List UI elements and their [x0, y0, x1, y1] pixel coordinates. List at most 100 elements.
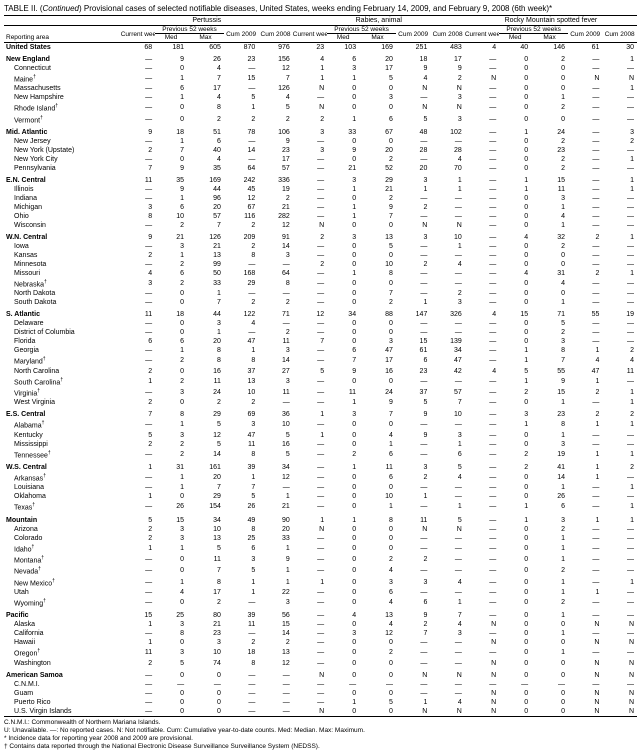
data-cell: 0 [327, 289, 359, 298]
data-cell: 0 [155, 554, 187, 565]
data-cell: 23 [258, 146, 292, 155]
data-cell: 7 [430, 398, 464, 407]
data-cell: 1 [499, 176, 531, 185]
data-cell: — [568, 647, 602, 658]
data-cell: 2 [224, 398, 258, 407]
data-cell: 9 [155, 164, 187, 173]
data-cell: 1 [531, 203, 568, 212]
data-cell: 4 [359, 565, 396, 576]
data-cell: — [224, 260, 258, 269]
data-cell: 71 [258, 310, 292, 319]
data-cell: 13 [359, 233, 396, 242]
data-cell: 1 [293, 577, 327, 588]
area-label: Tennessee† [4, 449, 121, 460]
data-cell: — [568, 64, 602, 73]
data-cell: 2 [121, 440, 155, 449]
data-cell: 126 [187, 233, 224, 242]
data-cell: 0 [499, 647, 531, 658]
table-row: Utah—417122—06———011— [4, 588, 637, 597]
data-cell: 1 [499, 346, 531, 355]
data-cell: 1 [602, 269, 637, 278]
data-cell: N [430, 221, 464, 230]
data-cell: 0 [155, 114, 187, 125]
data-cell: — [465, 146, 499, 155]
data-cell: — [121, 289, 155, 298]
data-cell: 209 [224, 233, 258, 242]
data-cell: 1 [396, 698, 430, 707]
data-cell: 9 [155, 55, 187, 64]
data-cell: N [396, 84, 430, 93]
data-cell: N [602, 73, 637, 84]
data-cell: 23 [187, 629, 224, 638]
data-cell: — [396, 376, 430, 387]
data-cell: — [568, 260, 602, 269]
data-cell: — [568, 242, 602, 251]
data-cell: 11 [187, 554, 224, 565]
data-cell: 11 [224, 440, 258, 449]
area-label: Kansas [4, 251, 121, 260]
data-cell: 17 [430, 55, 464, 64]
data-cell: 0 [155, 597, 187, 608]
data-cell: 2 [602, 137, 637, 146]
data-cell: — [602, 597, 637, 608]
data-cell: 1 [155, 194, 187, 203]
data-cell: 3 [396, 176, 430, 185]
data-cell: 0 [359, 638, 396, 647]
data-cell: N [568, 707, 602, 716]
data-cell: — [465, 128, 499, 137]
data-cell: — [465, 346, 499, 355]
data-cell: 0 [499, 577, 531, 588]
data-cell: 0 [155, 638, 187, 647]
data-cell: 0 [327, 251, 359, 260]
data-cell: 11 [396, 516, 430, 525]
data-cell: 0 [359, 376, 396, 387]
data-cell: 1 [121, 492, 155, 501]
data-cell: — [293, 289, 327, 298]
area-label: Ohio [4, 212, 121, 221]
data-cell: — [224, 84, 258, 93]
table-row: S. Atlantic11184412271123488147326415715… [4, 310, 637, 319]
data-cell: 0 [499, 64, 531, 73]
data-cell: 2 [359, 194, 396, 203]
data-cell: — [602, 221, 637, 230]
data-cell: 1 [602, 233, 637, 242]
data-cell: 1 [531, 611, 568, 620]
data-cell: 18 [224, 647, 258, 658]
data-cell: — [602, 164, 637, 173]
data-cell: 2 [359, 298, 396, 307]
data-cell: — [430, 483, 464, 492]
data-cell: 17 [258, 155, 292, 164]
data-cell: — [568, 543, 602, 554]
data-cell: 3 [602, 128, 637, 137]
data-cell: 1 [224, 577, 258, 588]
data-cell: 0 [327, 419, 359, 430]
data-cell: — [121, 155, 155, 164]
data-cell: 10 [258, 419, 292, 430]
data-cell: 116 [224, 212, 258, 221]
area-label: Maine† [4, 73, 121, 84]
data-cell: 0 [499, 137, 531, 146]
table-row: E.S. Central78296936137910—32322 [4, 410, 637, 419]
data-cell: 8 [224, 449, 258, 460]
data-cell: 4 [121, 269, 155, 278]
data-cell: — [465, 64, 499, 73]
data-cell: 99 [187, 260, 224, 269]
data-cell: 1 [602, 516, 637, 525]
data-cell: — [568, 84, 602, 93]
data-cell: 0 [327, 647, 359, 658]
data-cell: 26 [224, 501, 258, 512]
data-cell: 4 [430, 620, 464, 629]
table-footer: C.N.M.I.: Commonwealth of Northern Maria… [4, 716, 637, 751]
data-cell: 19 [602, 310, 637, 319]
data-cell: 0 [531, 64, 568, 73]
data-cell: 15 [499, 310, 531, 319]
data-table: Pertussis Rabies, animal Rocky Mountain … [4, 15, 637, 716]
data-cell: 34 [430, 346, 464, 355]
area-label: Arizona [4, 525, 121, 534]
data-cell: 2 [602, 410, 637, 419]
data-cell: 0 [187, 698, 224, 707]
data-cell: — [568, 680, 602, 689]
data-cell: 0 [359, 102, 396, 113]
data-cell: N [465, 638, 499, 647]
data-cell: — [121, 680, 155, 689]
